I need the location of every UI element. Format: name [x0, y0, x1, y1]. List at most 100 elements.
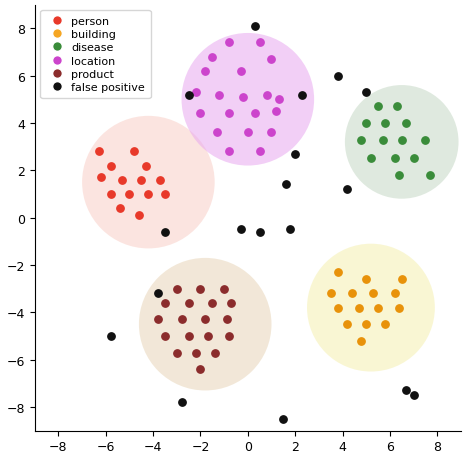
location — [216, 92, 223, 99]
location — [197, 111, 204, 118]
building — [356, 304, 363, 312]
person — [118, 177, 126, 184]
building — [334, 269, 342, 276]
building — [334, 304, 342, 312]
false positive — [154, 290, 162, 297]
location — [225, 111, 233, 118]
location — [209, 54, 216, 61]
location — [256, 39, 264, 47]
disease — [379, 136, 387, 144]
person — [116, 205, 124, 213]
false positive — [287, 226, 294, 234]
false positive — [251, 23, 259, 30]
product — [209, 300, 216, 307]
location — [239, 94, 247, 101]
false positive — [185, 92, 192, 99]
false positive — [402, 387, 410, 394]
building — [363, 276, 370, 283]
location — [256, 148, 264, 156]
Circle shape — [182, 34, 314, 166]
location — [192, 90, 200, 97]
building — [396, 304, 403, 312]
person — [97, 174, 105, 182]
product — [223, 316, 230, 324]
person — [156, 177, 164, 184]
disease — [393, 103, 401, 111]
building — [391, 290, 399, 297]
product — [173, 285, 181, 293]
false positive — [292, 151, 299, 158]
location — [251, 111, 259, 118]
false positive — [280, 415, 287, 423]
Circle shape — [82, 117, 215, 249]
false positive — [363, 90, 370, 97]
location — [268, 129, 275, 137]
disease — [410, 156, 417, 163]
location — [201, 68, 209, 75]
product — [220, 285, 228, 293]
building — [374, 304, 382, 312]
product — [228, 300, 235, 307]
location — [263, 92, 271, 99]
disease — [367, 156, 375, 163]
building — [344, 321, 351, 328]
location — [225, 148, 233, 156]
disease — [358, 136, 365, 144]
false positive — [282, 181, 290, 189]
person — [107, 191, 114, 198]
disease — [396, 172, 403, 179]
false positive — [237, 226, 245, 234]
person — [142, 162, 150, 170]
product — [204, 333, 211, 340]
product — [197, 366, 204, 373]
false positive — [410, 392, 417, 399]
person — [161, 191, 169, 198]
person — [130, 148, 138, 156]
product — [201, 316, 209, 324]
location — [268, 56, 275, 63]
location — [237, 68, 245, 75]
location — [225, 39, 233, 47]
product — [161, 333, 169, 340]
Legend: person, building, disease, location, product, false positive: person, building, disease, location, pro… — [40, 11, 151, 99]
false positive — [344, 186, 351, 194]
location — [244, 129, 252, 137]
Circle shape — [139, 258, 272, 391]
false positive — [334, 73, 342, 80]
person — [137, 177, 145, 184]
product — [185, 333, 192, 340]
disease — [391, 156, 399, 163]
person — [95, 148, 102, 156]
product — [185, 300, 192, 307]
false positive — [107, 333, 114, 340]
building — [358, 337, 365, 345]
product — [154, 316, 162, 324]
Circle shape — [345, 86, 458, 199]
person — [107, 162, 114, 170]
product — [192, 349, 200, 357]
building — [382, 321, 389, 328]
false positive — [178, 399, 185, 406]
disease — [421, 136, 429, 144]
disease — [374, 103, 382, 111]
building — [327, 290, 335, 297]
person — [145, 191, 152, 198]
disease — [398, 136, 406, 144]
false positive — [161, 229, 169, 236]
building — [370, 290, 377, 297]
location — [275, 96, 283, 104]
building — [348, 290, 356, 297]
building — [363, 321, 370, 328]
Circle shape — [307, 244, 435, 372]
disease — [426, 172, 434, 179]
product — [161, 300, 169, 307]
location — [213, 129, 221, 137]
disease — [382, 120, 389, 127]
person — [135, 212, 143, 219]
disease — [402, 120, 410, 127]
person — [126, 191, 133, 198]
false positive — [299, 92, 306, 99]
disease — [363, 120, 370, 127]
location — [273, 108, 280, 116]
product — [225, 333, 233, 340]
